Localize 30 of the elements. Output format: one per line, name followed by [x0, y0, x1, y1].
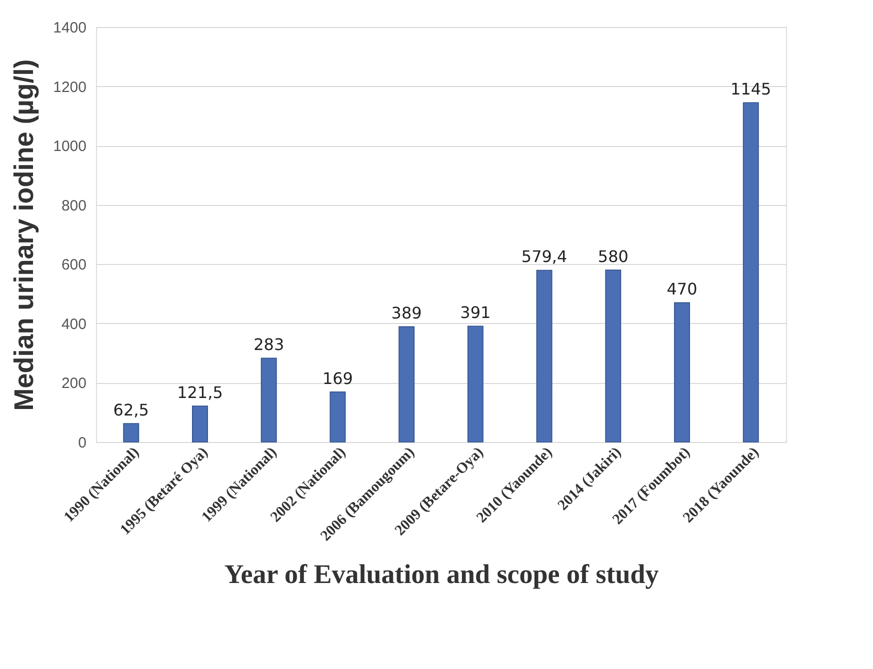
bar: [467, 326, 484, 442]
data-label: 283: [254, 335, 284, 354]
data-label: 391: [460, 303, 491, 322]
y-tick-label: 200: [61, 375, 86, 392]
bar: [192, 406, 208, 442]
data-label: 121,5: [177, 382, 223, 402]
y-tick-label: 0: [78, 434, 86, 452]
bar: [330, 392, 346, 442]
data-label: 579,4: [521, 247, 568, 266]
data-label: 389: [391, 304, 422, 323]
bar: [536, 270, 552, 442]
x-axis-title: Year of Evaluation and scope of study: [224, 558, 660, 589]
data-label: 470: [666, 280, 698, 299]
y-tick-label: 1400: [53, 20, 86, 36]
data-label: 1145: [730, 80, 772, 99]
y-tick-label: 400: [61, 316, 86, 333]
bar: [742, 102, 759, 442]
y-tick-label: 1200: [53, 78, 86, 96]
bar: [674, 302, 690, 442]
data-label: 169: [322, 368, 353, 388]
data-label: 580: [598, 247, 628, 266]
bar: [398, 326, 415, 442]
y-tick-label: 800: [61, 197, 86, 214]
bar: [605, 270, 622, 442]
y-axis-title: Median urinary iodine (µg/l): [9, 59, 40, 411]
bar: [123, 423, 140, 442]
y-tick-label: 1000: [53, 138, 86, 156]
y-tick-label: 600: [61, 256, 86, 274]
bar: [260, 358, 277, 442]
data-label: 62,5: [113, 400, 149, 420]
